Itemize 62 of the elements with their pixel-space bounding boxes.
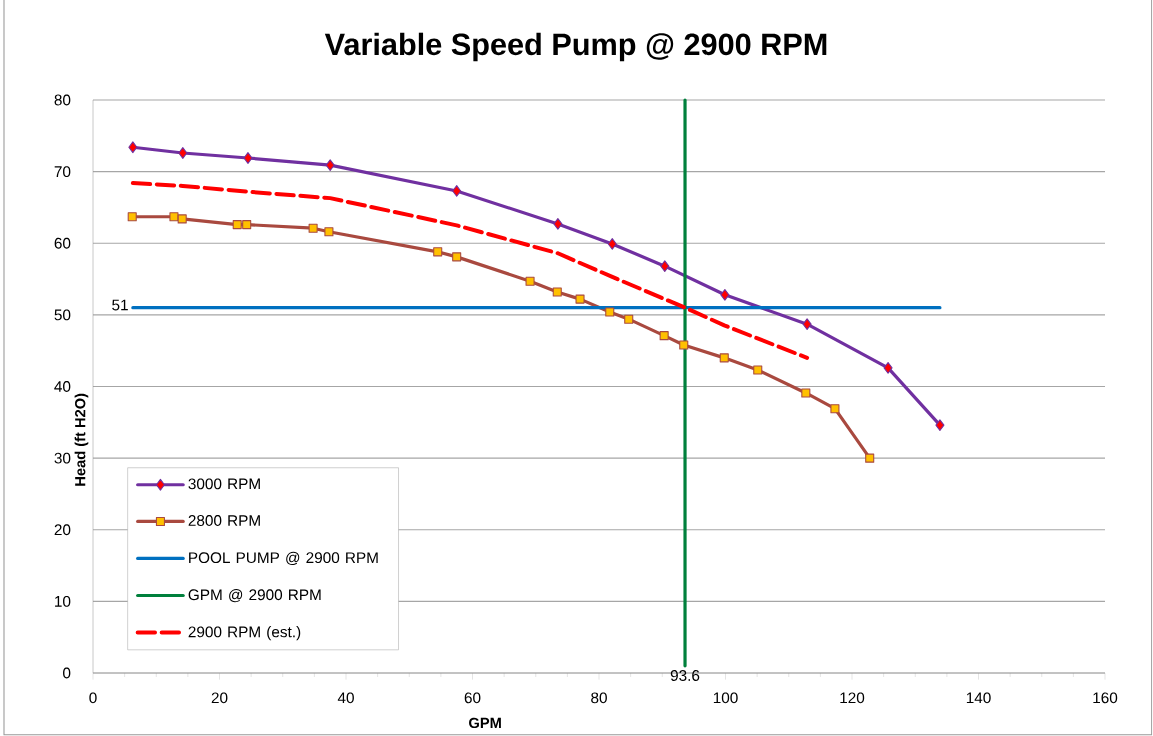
y-tick-label: 50 [54,309,71,321]
point [452,185,462,197]
point [802,318,812,331]
point [553,218,563,230]
chart-title: Variable Speed Pump @ 2900 RPM [324,32,827,62]
point [753,365,763,375]
point [659,331,669,341]
point [177,214,187,224]
x-tick-label: 160 [1093,692,1118,704]
y-tick-label: 10 [55,595,71,607]
point [325,159,335,172]
point [883,362,893,374]
x-tick-label: 100 [713,692,738,704]
y-tick-label: 40 [54,381,71,392]
point [624,314,634,324]
point [433,247,443,257]
point [935,419,945,432]
y-tick-label: 0 [63,667,71,679]
point [719,353,729,363]
x-tick-label: 40 [337,692,354,704]
annotation: 93.6 [670,670,700,681]
legend-label: 2900 RPM (est.) [188,626,301,641]
point [452,252,462,262]
point [660,260,670,273]
x-tick-label: 80 [591,692,607,704]
point [575,294,585,304]
point [169,212,179,222]
legend-label: POOL PUMP @ 2900 RPM [189,551,378,566]
line-series [130,181,810,360]
y-tick-label: 60 [54,237,71,249]
y-tick-label: 70 [54,166,71,178]
legend-label: GPM @ 2900 RPM [188,588,321,603]
y-axis-title: Head (ft H2O) [74,393,89,486]
point [801,388,811,398]
point [607,238,617,250]
annotation: 51 [112,299,128,311]
point [720,288,730,301]
point [679,340,689,350]
point [865,453,875,463]
point [324,227,334,237]
x-axis-title: GPM [469,717,501,729]
point [127,212,137,222]
x-tick-label: 0 [89,692,97,704]
point [243,152,253,164]
y-tick-label: 20 [54,524,71,536]
point [308,223,318,233]
y-tick-label: 80 [54,94,71,106]
point [232,220,242,230]
x-tick-label: 60 [464,692,481,704]
x-tick-label: 120 [840,692,865,704]
point [242,220,252,230]
point [605,307,615,317]
legend-label: 3000 RPM [188,478,260,490]
point [830,404,840,414]
point [128,141,138,154]
x-tick-label: 140 [966,692,991,704]
point [552,287,562,297]
point [178,147,188,159]
point [525,276,535,286]
legend-label: 2800 RPM [188,515,260,526]
y-tick-label: 30 [54,452,71,464]
x-tick-label: 20 [211,692,228,704]
